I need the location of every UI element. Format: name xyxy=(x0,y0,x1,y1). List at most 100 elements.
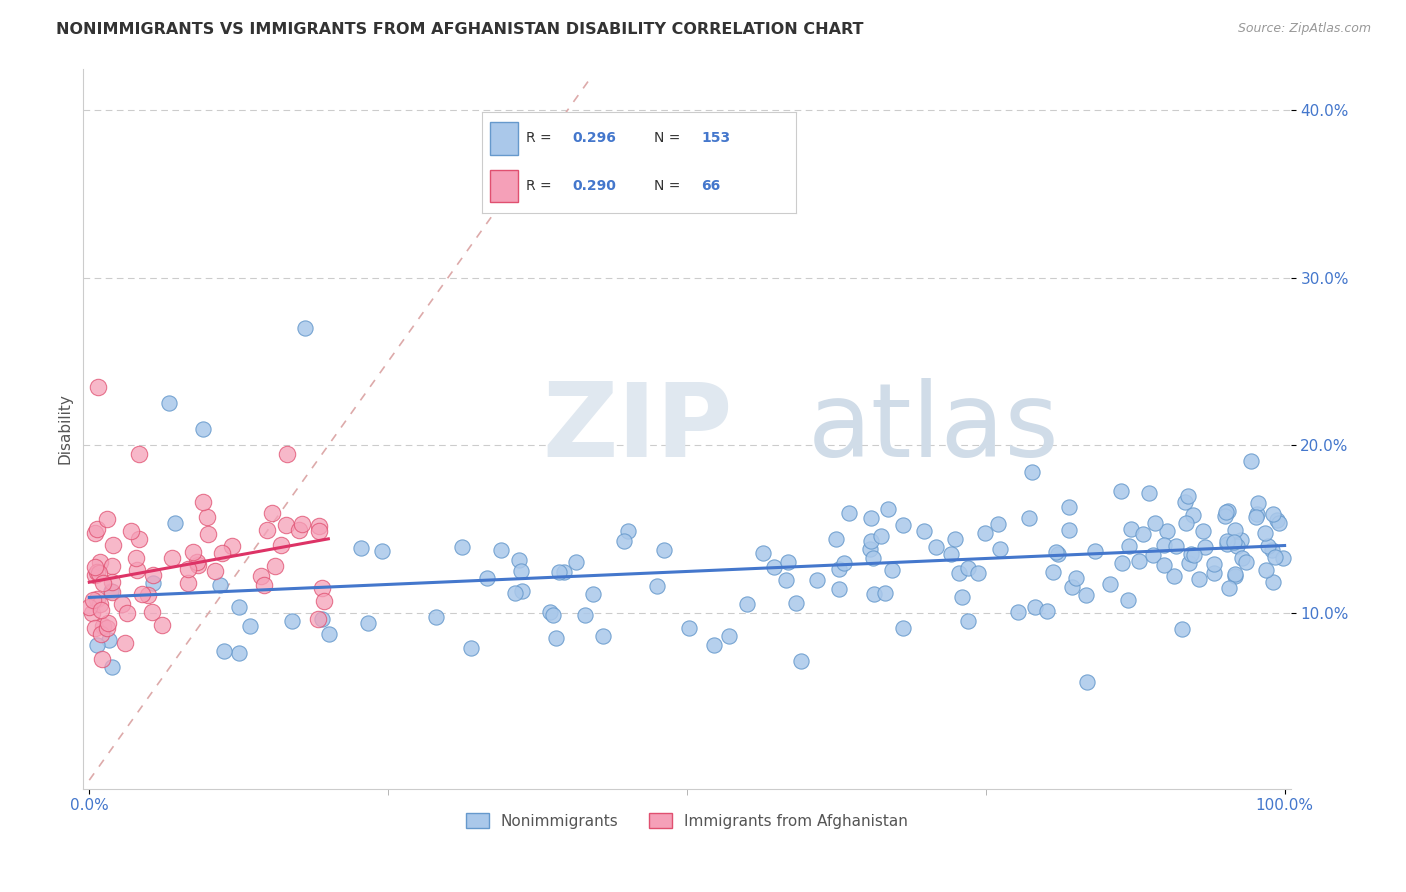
Point xyxy=(288,523,311,537)
Point xyxy=(253,578,276,592)
Point xyxy=(197,527,219,541)
Point xyxy=(939,547,962,561)
Point xyxy=(176,561,198,575)
Point xyxy=(125,550,148,565)
Point xyxy=(948,566,970,580)
Point xyxy=(84,526,107,541)
Point xyxy=(1181,508,1204,522)
Point xyxy=(250,568,273,582)
Point xyxy=(191,421,214,435)
Point xyxy=(96,620,118,634)
Point xyxy=(613,533,636,548)
Point xyxy=(1182,548,1205,562)
Point xyxy=(136,589,159,603)
Point xyxy=(1128,553,1150,567)
Point xyxy=(1178,556,1201,570)
Point xyxy=(828,582,851,596)
Point xyxy=(1223,569,1246,583)
Point xyxy=(115,606,138,620)
Point xyxy=(312,594,335,608)
Point xyxy=(356,615,378,630)
Point xyxy=(717,629,740,643)
Point xyxy=(82,606,104,620)
Point xyxy=(1111,556,1133,570)
Point xyxy=(1153,538,1175,552)
Point xyxy=(859,534,882,549)
Point xyxy=(565,555,588,569)
Point xyxy=(84,621,107,635)
Point xyxy=(1256,563,1278,577)
Point xyxy=(221,539,243,553)
Point xyxy=(86,638,108,652)
Point xyxy=(307,611,329,625)
Point xyxy=(1045,545,1067,559)
Point xyxy=(1057,500,1080,515)
Point xyxy=(141,605,163,619)
Point xyxy=(165,516,187,530)
Point xyxy=(509,565,531,579)
Point xyxy=(86,523,108,537)
Point xyxy=(1174,516,1197,530)
Point xyxy=(967,566,990,580)
Point xyxy=(1156,524,1178,538)
Point xyxy=(1164,539,1187,553)
Point xyxy=(90,652,112,666)
Point xyxy=(89,554,111,568)
Point xyxy=(825,533,848,547)
Point xyxy=(859,541,882,556)
Point xyxy=(262,506,284,520)
Point xyxy=(574,607,596,622)
Point xyxy=(1246,508,1268,522)
Point xyxy=(1215,505,1237,519)
Point xyxy=(891,517,914,532)
Point xyxy=(114,635,136,649)
Point xyxy=(193,495,215,509)
Point xyxy=(880,563,903,577)
Point xyxy=(1137,486,1160,500)
Point xyxy=(893,621,915,635)
Point xyxy=(806,573,828,587)
Point xyxy=(703,638,725,652)
Point xyxy=(1064,571,1087,585)
Point xyxy=(957,614,980,628)
Point xyxy=(195,509,218,524)
Point xyxy=(540,605,562,619)
Point xyxy=(1263,507,1285,521)
Point xyxy=(1042,566,1064,580)
Point xyxy=(101,660,124,674)
Point xyxy=(1142,548,1164,562)
Point xyxy=(318,626,340,640)
Point xyxy=(863,586,886,600)
Point xyxy=(1153,558,1175,573)
Point xyxy=(311,612,333,626)
Point xyxy=(838,506,860,520)
Point xyxy=(1132,527,1154,541)
Point xyxy=(1059,524,1081,538)
Point xyxy=(211,546,233,560)
Point xyxy=(751,546,773,560)
Point xyxy=(1253,526,1275,541)
Point xyxy=(1180,547,1202,561)
Point xyxy=(1084,543,1107,558)
Point xyxy=(177,576,200,591)
Point xyxy=(1215,509,1237,524)
Point xyxy=(1216,534,1239,549)
Point xyxy=(544,631,567,645)
Point xyxy=(1036,604,1059,618)
Point xyxy=(160,551,183,566)
Point xyxy=(859,511,882,525)
Point xyxy=(776,555,799,569)
Text: atlas: atlas xyxy=(807,378,1060,479)
Point xyxy=(735,597,758,611)
Point xyxy=(264,558,287,573)
Point xyxy=(1163,569,1185,583)
Point xyxy=(125,563,148,577)
Y-axis label: Disability: Disability xyxy=(58,393,72,464)
Point xyxy=(617,524,640,538)
Point xyxy=(678,621,700,635)
Point xyxy=(308,519,330,533)
Point xyxy=(186,555,208,569)
Point xyxy=(183,545,205,559)
Point xyxy=(763,560,786,574)
Point xyxy=(97,616,120,631)
